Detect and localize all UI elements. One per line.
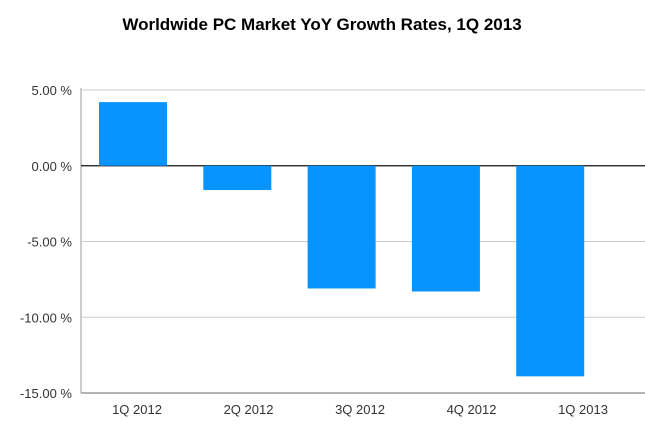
- bar: [99, 102, 167, 166]
- x-tick-label: 2Q 2012: [224, 402, 274, 417]
- bar: [516, 165, 585, 377]
- y-tick-label: -15.00 %: [20, 386, 72, 401]
- y-tick-label: 5.00 %: [32, 83, 73, 98]
- x-tick-label: 4Q 2012: [447, 402, 497, 417]
- y-tick-label: -5.00 %: [27, 235, 72, 250]
- x-tick-label: 1Q 2012: [112, 402, 162, 417]
- y-tick-label: -10.00 %: [20, 310, 72, 325]
- bar: [307, 165, 376, 289]
- bar: [203, 165, 272, 190]
- bar: [411, 165, 480, 292]
- y-tick-label: 0.00 %: [32, 159, 73, 174]
- chart-title: Worldwide PC Market YoY Growth Rates, 1Q…: [122, 15, 521, 34]
- x-tick-label: 3Q 2012: [335, 402, 385, 417]
- x-tick-label: 1Q 2013: [558, 402, 608, 417]
